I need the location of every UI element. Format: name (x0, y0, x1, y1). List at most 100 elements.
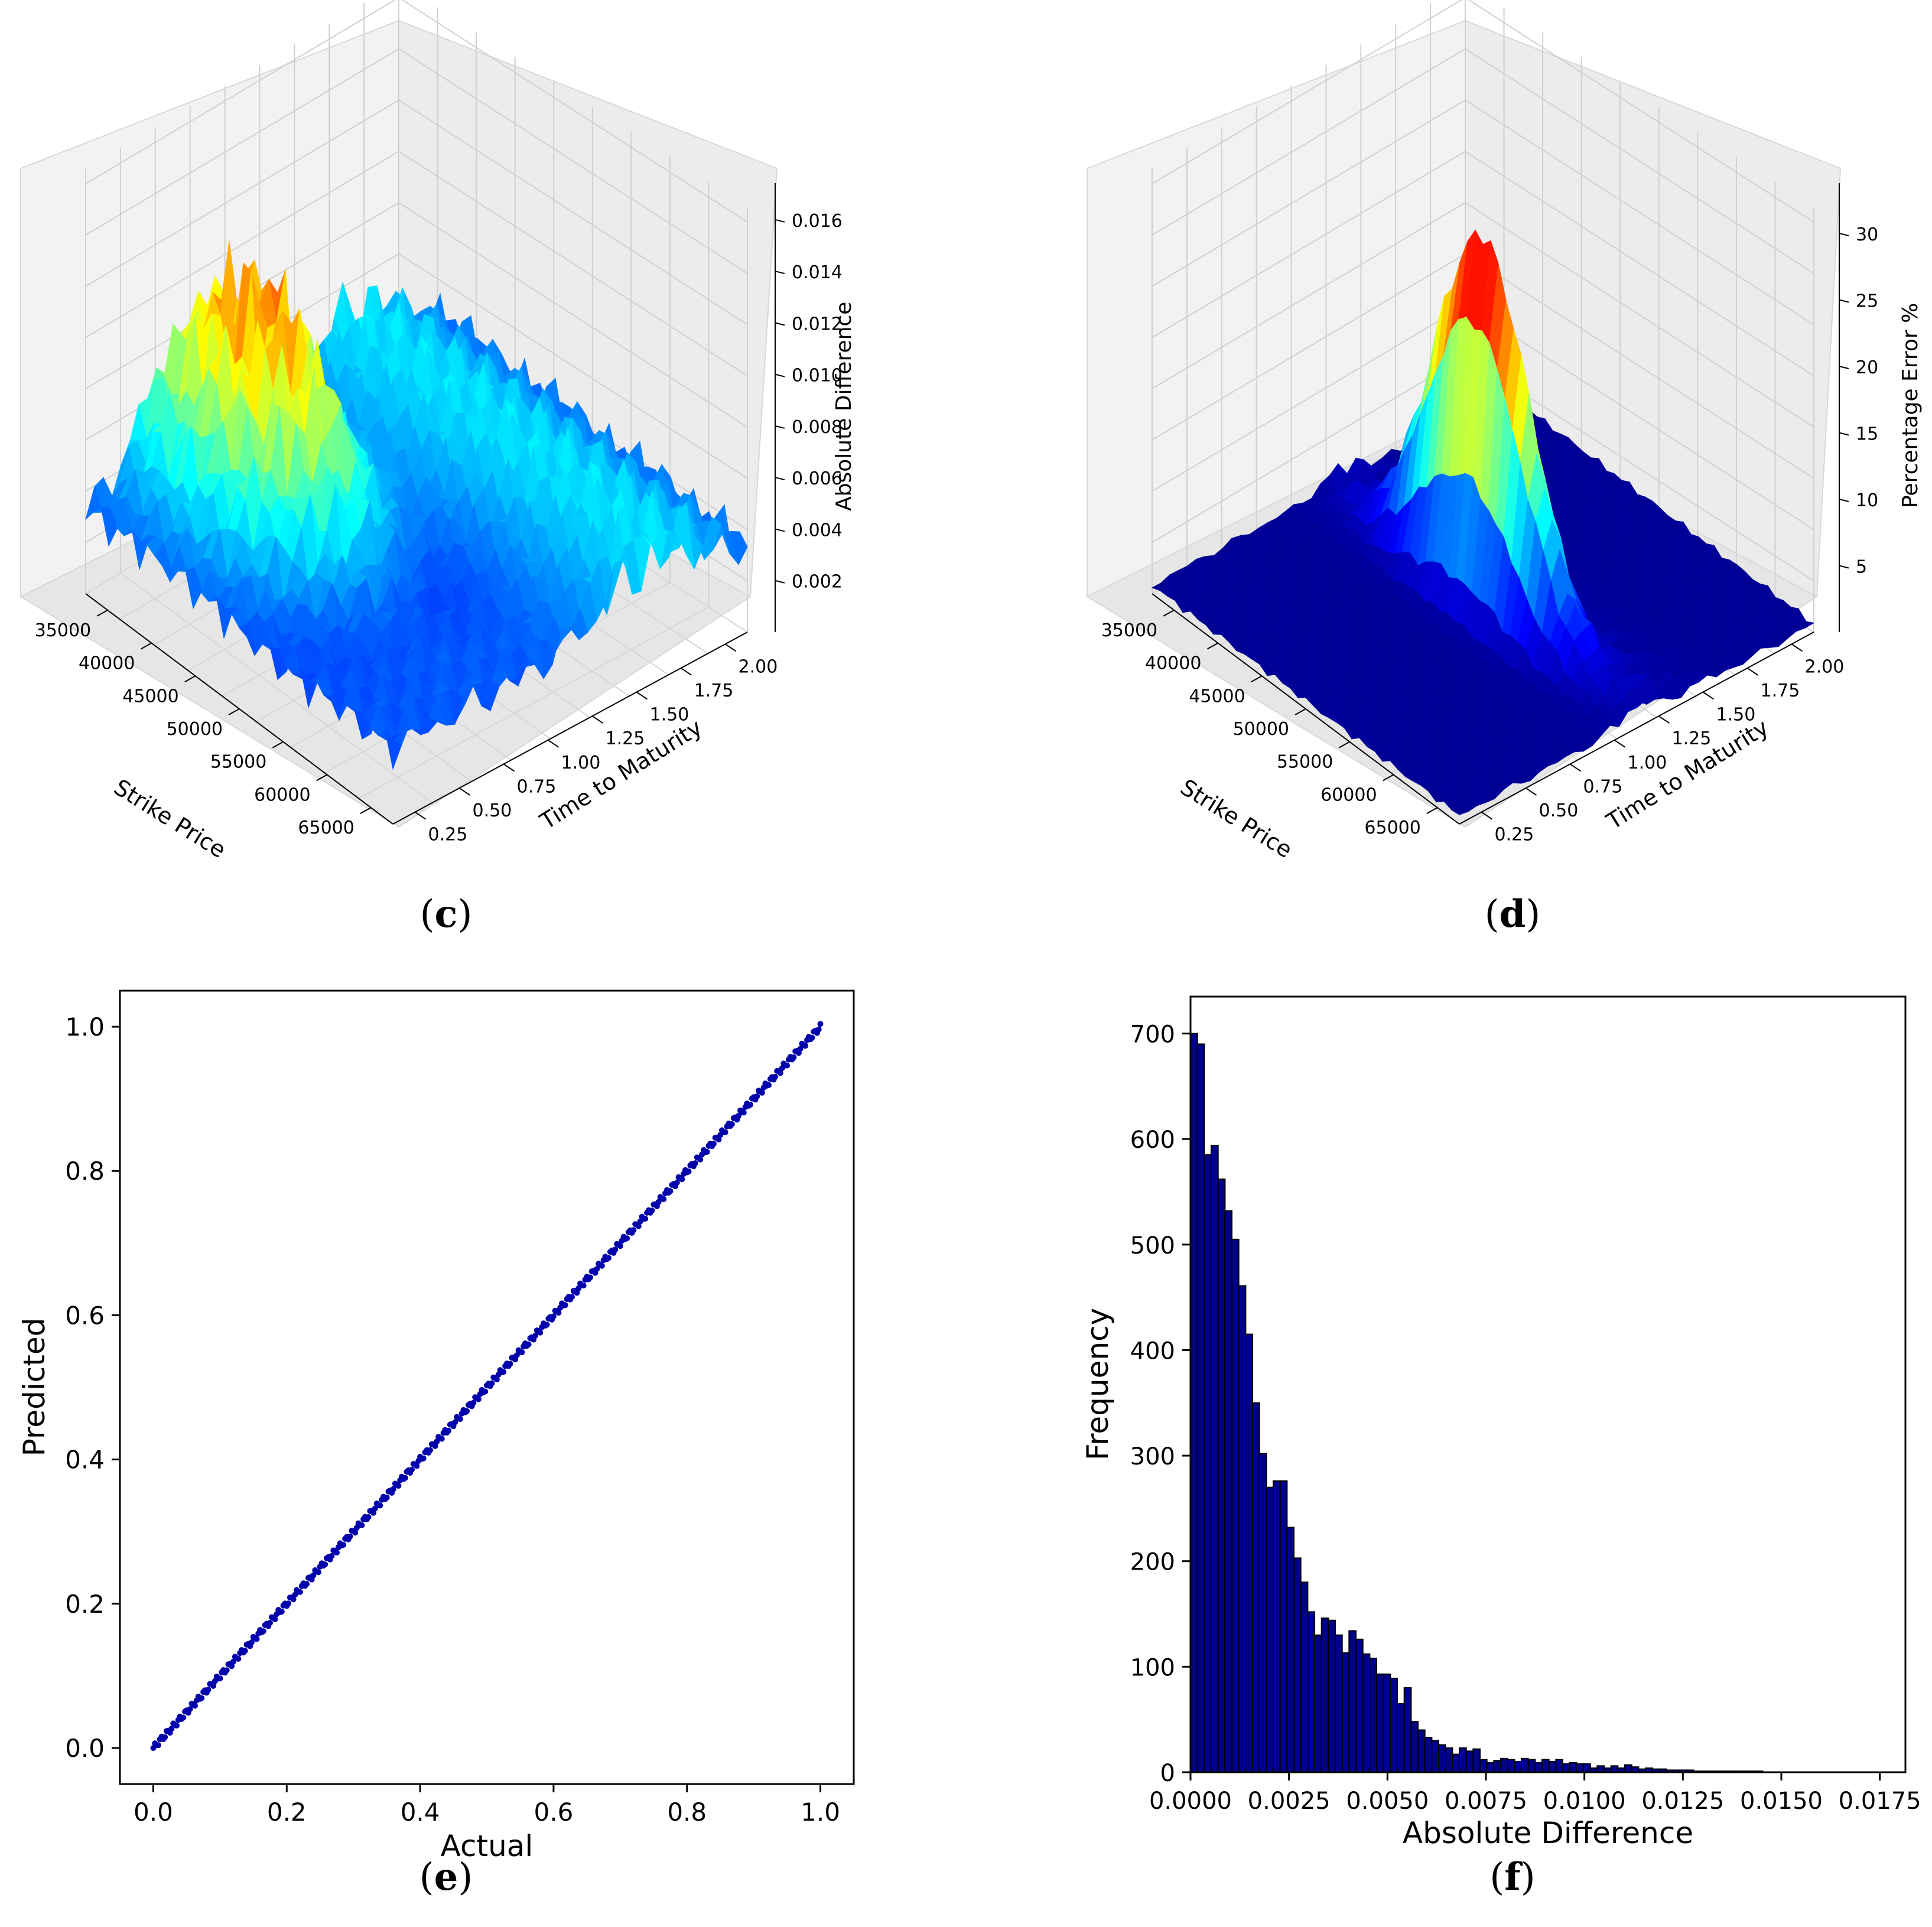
surface-mesh (85, 241, 748, 770)
axis-ticks: 0.0 0.2 0.4 0.6 0.8 1.0 0.0 0.2 0.4 0.6 0.8 1.0 (65, 1013, 840, 1827)
scatter-point (802, 1043, 809, 1049)
histogram-bar (1452, 1753, 1460, 1773)
histogram-bar (1314, 1634, 1322, 1773)
scatter-point (649, 1207, 655, 1214)
y-tick (458, 787, 471, 796)
scatter-point (574, 1290, 580, 1296)
scatter-point (457, 1416, 463, 1423)
histogram-bar (1410, 1721, 1419, 1773)
grid-line (85, 0, 396, 184)
scatter-points (150, 1021, 824, 1751)
grid-line (1468, 0, 1814, 223)
scatter-point (297, 1589, 303, 1595)
y-tick (1791, 643, 1803, 652)
histogram-bar (1320, 1617, 1329, 1773)
x-tick (316, 774, 328, 782)
histogram-bar (1431, 1740, 1439, 1773)
histogram-absolute-difference: 0.0000 0.0025 0.0050 0.0075 0.0100 0.0125 0.01… (1081, 995, 1921, 1850)
grid-line (1152, 48, 1466, 236)
x-tick-label: 0.0125 (1641, 1788, 1724, 1815)
y-tick-label: 0.50 (1539, 800, 1579, 821)
x-tick-label: 65000 (298, 818, 354, 838)
grid-line (398, 99, 748, 325)
z-tick (775, 580, 785, 584)
histogram-bar (1472, 1748, 1481, 1773)
y-tick-label: 0.6 (65, 1301, 105, 1330)
x-tick-label: 60000 (1320, 785, 1377, 805)
scatter-point (383, 1495, 390, 1500)
scatter-point (715, 1137, 722, 1142)
histogram-bar (1486, 1762, 1495, 1773)
scatter-point (420, 1455, 427, 1461)
z-tick (775, 271, 785, 275)
grid-line (401, 0, 748, 223)
y-tick-label: 1.50 (650, 705, 689, 725)
scatter-point (272, 1616, 278, 1622)
scatter-point (205, 1687, 212, 1693)
z-tick-label: 30 (1856, 224, 1878, 245)
grid-line (1152, 151, 1466, 338)
y-tick-label: 1.75 (1761, 681, 1800, 701)
scatter-point (537, 1329, 544, 1336)
histogram-bar (1583, 1763, 1591, 1773)
scatter-point (766, 1082, 772, 1088)
caption-c: (c) (419, 892, 473, 936)
y-axis-label: Predicted (17, 1318, 51, 1457)
grid-line (1465, 253, 1814, 479)
z-tick (1839, 299, 1849, 303)
scatter-point (635, 1223, 642, 1229)
z-tick-label: 0.002 (792, 572, 843, 593)
y-tick-label: 2.00 (1805, 656, 1845, 677)
x-axis-label: Actual (441, 1829, 534, 1863)
y-tick-label: 0.50 (473, 800, 512, 821)
x-tick (1426, 807, 1438, 815)
scatter-point (612, 1246, 619, 1253)
y-tick (547, 739, 560, 748)
y-axis-line (392, 632, 748, 825)
y-axis-label: Frequency (1081, 1308, 1115, 1460)
scatter-point (475, 1396, 482, 1402)
y-tick-label: 0.4 (65, 1446, 105, 1474)
scatter-point (710, 1141, 717, 1147)
x-tick-label: 0.0000 (1149, 1788, 1232, 1815)
y-tick-label: 1.25 (1672, 728, 1712, 749)
scatter-point (777, 1070, 783, 1076)
grid-line (1465, 202, 1814, 428)
z-tick-label: 5 (1856, 557, 1867, 578)
histogram-bar (1548, 1761, 1557, 1773)
histogram-bar (1555, 1759, 1563, 1773)
x-tick (140, 642, 152, 650)
histogram-bar (1507, 1759, 1515, 1773)
scatter-point (569, 1294, 575, 1300)
histogram-bar (1541, 1759, 1550, 1773)
x-tick-label: 40000 (1145, 653, 1201, 674)
histogram-bar (1479, 1759, 1488, 1773)
z-tick-label: 15 (1856, 424, 1878, 445)
histogram-bar (1534, 1762, 1543, 1773)
x-tick-label: 50000 (167, 719, 223, 740)
y-tick (1746, 668, 1759, 676)
x-tick-label: 50000 (1233, 719, 1289, 740)
grid-line (85, 99, 399, 287)
histogram-bar (1341, 1652, 1350, 1773)
caption-d: (d) (1484, 892, 1541, 936)
z-tick (775, 322, 785, 326)
scatter-point (493, 1376, 500, 1383)
scatter-point (359, 1522, 365, 1528)
histogram-bar (1576, 1763, 1585, 1773)
scatter-point (285, 1600, 292, 1607)
y-tick (724, 643, 737, 652)
histogram-bar (1514, 1761, 1522, 1773)
z-axis-label: Percentage Error % (1898, 303, 1923, 508)
histogram-bar (1252, 1402, 1260, 1773)
x-tick-label: 0.0175 (1839, 1788, 1921, 1815)
scatter-point (630, 1227, 637, 1233)
histogram-bar (1217, 1179, 1226, 1773)
scatter-point (606, 1255, 612, 1261)
x-tick-label: 0.8 (667, 1798, 707, 1827)
scatter-point (580, 1283, 587, 1289)
z-tick (775, 425, 785, 429)
z-tick-label: 0.012 (792, 314, 843, 334)
plot-frame (119, 989, 855, 1785)
x-tick (360, 807, 372, 815)
